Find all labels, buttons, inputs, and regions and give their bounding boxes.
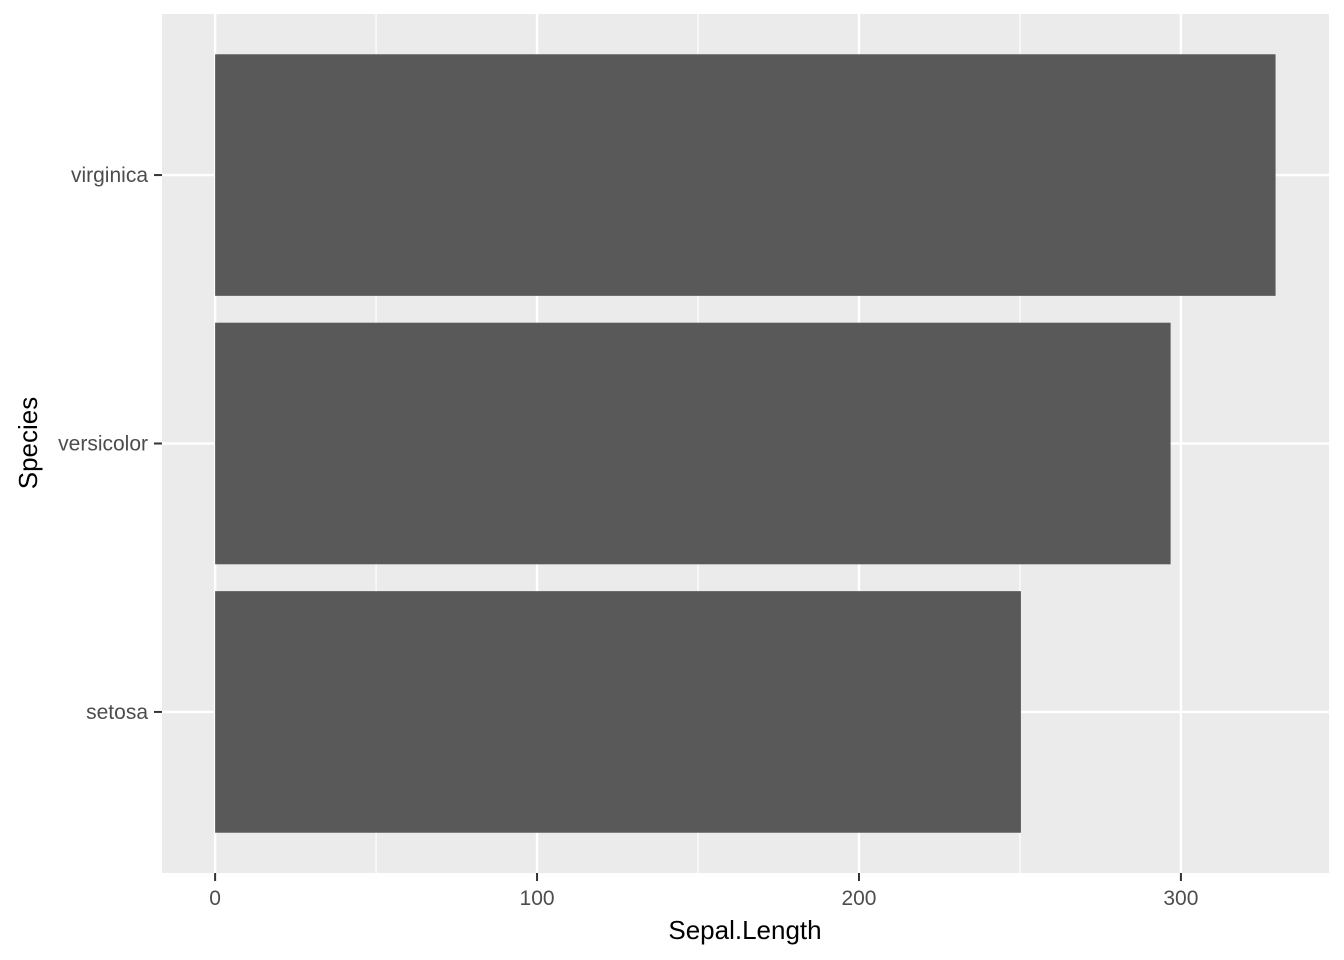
- x-tick-label: 0: [209, 887, 221, 910]
- y-tick-label: versicolor: [58, 433, 148, 456]
- x-tick-label: 200: [841, 887, 876, 910]
- y-axis: setosa versicolor virginica: [58, 164, 162, 724]
- x-tick-label: 100: [520, 887, 555, 910]
- bar-versicolor: [215, 322, 1171, 565]
- x-axis-title: Sepal.Length: [668, 915, 821, 945]
- x-tick-label: 300: [1163, 887, 1198, 910]
- bar-virginica: [215, 54, 1276, 296]
- y-tick-label: virginica: [71, 164, 148, 187]
- bars: [215, 54, 1276, 833]
- x-axis: 0 100 200 300: [209, 873, 1198, 910]
- y-axis-title: Species: [13, 397, 43, 490]
- y-tick-label: setosa: [86, 701, 148, 724]
- bar-setosa: [215, 591, 1021, 833]
